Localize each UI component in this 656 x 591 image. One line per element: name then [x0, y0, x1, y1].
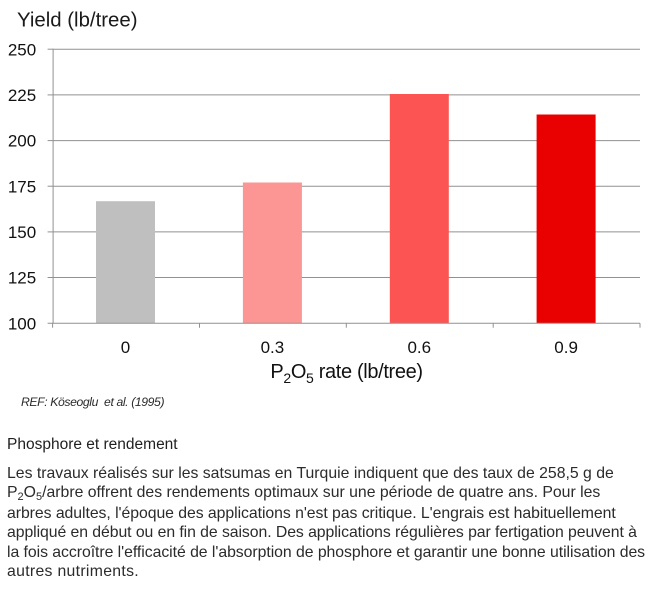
svg-text:P2O5 rate (lb/tree): P2O5 rate (lb/tree)	[270, 361, 422, 386]
svg-text:225: 225	[8, 86, 36, 105]
svg-text:200: 200	[8, 132, 36, 151]
svg-text:125: 125	[8, 269, 36, 288]
svg-text:0: 0	[121, 338, 130, 357]
svg-text:250: 250	[8, 40, 36, 59]
svg-text:0.3: 0.3	[261, 338, 285, 357]
svg-text:0.9: 0.9	[554, 338, 578, 357]
svg-text:Yield (lb/tree): Yield (lb/tree)	[17, 10, 138, 32]
svg-text:100: 100	[8, 314, 36, 333]
svg-text:150: 150	[8, 223, 36, 242]
svg-text:0.6: 0.6	[407, 338, 431, 357]
svg-text:175: 175	[8, 177, 36, 196]
